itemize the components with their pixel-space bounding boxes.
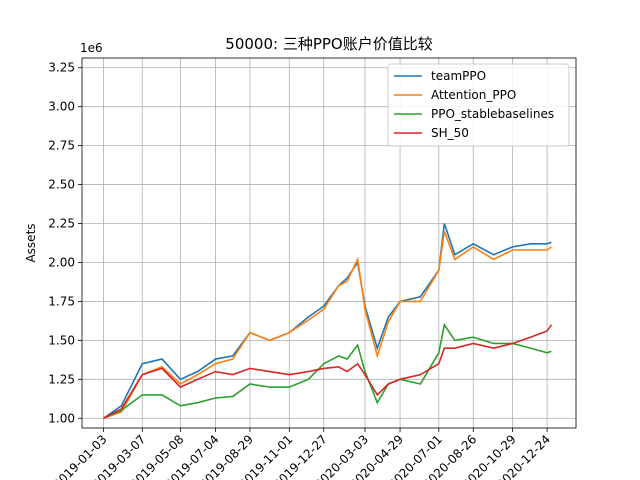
legend-label: PPO_stablebaselines xyxy=(431,107,554,121)
y-tick-label: 1.25 xyxy=(48,372,75,386)
y-tick-label: 1.00 xyxy=(48,411,75,425)
legend-label: teamPPO xyxy=(431,69,486,83)
chart-title: 50000: 三种PPO账户价值比较 xyxy=(225,35,432,53)
series-line xyxy=(103,322,552,419)
series-line xyxy=(103,231,552,420)
y-tick-label: 2.75 xyxy=(48,139,75,153)
legend-label: Attention_PPO xyxy=(431,88,516,102)
y-tick-label: 2.25 xyxy=(48,217,75,231)
y-tick-label: 3.00 xyxy=(48,100,75,114)
plot-frame xyxy=(81,57,577,429)
y-tick-label: 2.50 xyxy=(48,178,75,192)
y-axis-label: Assets xyxy=(24,223,38,262)
y-tick-label: 3.25 xyxy=(48,61,75,75)
y-tick-label: 1.50 xyxy=(48,333,75,347)
legend-label: SH_50 xyxy=(431,126,469,140)
y-offset-label: 1e6 xyxy=(80,41,103,55)
y-tick-label: 2.00 xyxy=(48,255,75,269)
series-line xyxy=(103,324,553,419)
legend-box xyxy=(387,63,570,147)
y-tick-label: 1.75 xyxy=(48,294,75,308)
